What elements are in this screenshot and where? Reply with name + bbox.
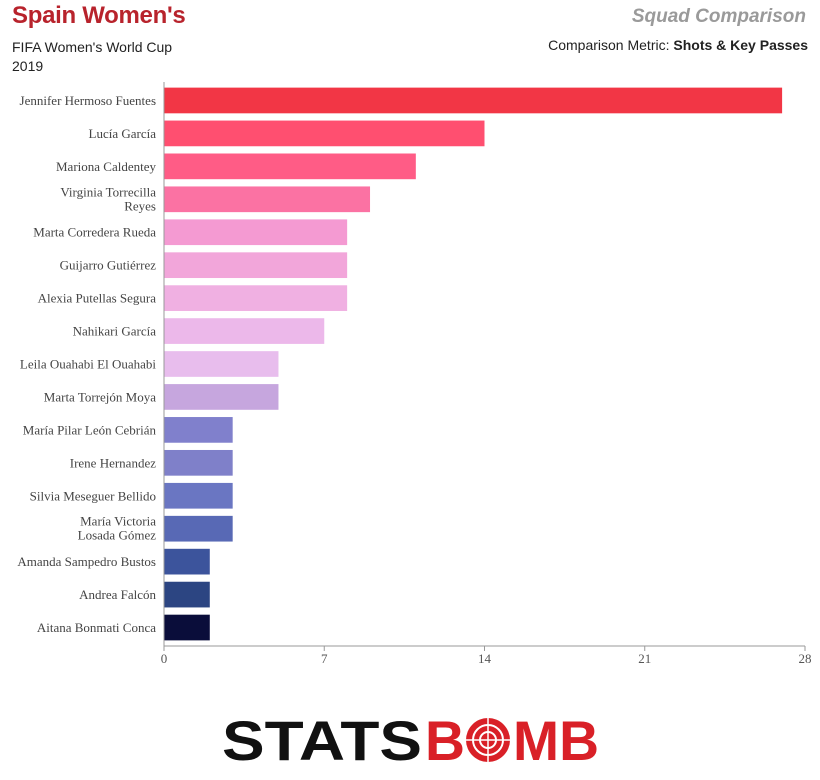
category-label: Irene Hernandez xyxy=(70,455,156,470)
bar xyxy=(164,87,783,114)
category-label: Marta Torrejón Moya xyxy=(44,389,156,404)
bar xyxy=(164,252,348,279)
category-label: Guijarro Gutiérrez xyxy=(60,258,157,273)
bar xyxy=(164,515,233,542)
bar xyxy=(164,153,416,180)
category-label: Alexia Putellas Segura xyxy=(38,291,157,306)
bar xyxy=(164,120,485,147)
logo-b-text: B xyxy=(425,709,465,768)
category-label: María Pilar León Cebrián xyxy=(23,422,157,437)
bar xyxy=(164,614,210,641)
bar xyxy=(164,548,210,575)
x-tick-label: 0 xyxy=(161,651,168,666)
category-label: Virginia Torrecilla Reyes xyxy=(60,184,156,213)
bar xyxy=(164,581,210,608)
x-tick-label: 7 xyxy=(321,651,328,666)
bar xyxy=(164,285,348,311)
bar xyxy=(164,186,371,213)
bar xyxy=(164,384,279,410)
bar xyxy=(164,417,233,443)
statsbomb-logo: STATS B MB xyxy=(222,709,599,768)
metric-value: Shots & Key Passes xyxy=(673,37,808,53)
logo-target-icon xyxy=(466,718,510,762)
category-label: María Victoria Losada Gómez xyxy=(78,514,157,543)
page-title: Spain Women's xyxy=(12,2,186,29)
category-label: Silvia Meseguer Bellido xyxy=(30,488,156,503)
logo-stats-text: STATS xyxy=(222,709,422,768)
category-label: Nahikari García xyxy=(73,324,157,339)
category-label: Marta Corredera Rueda xyxy=(33,225,156,240)
bar-chart: Jennifer Hermoso Fuentes Lucía García Mari… xyxy=(17,82,812,666)
category-label: Aitana Bonmati Conca xyxy=(37,620,156,635)
bar xyxy=(164,318,325,344)
bar xyxy=(164,219,348,246)
x-tick-label: 28 xyxy=(799,651,812,666)
x-tick-label: 21 xyxy=(638,651,651,666)
subtitle: FIFA Women's World Cup 2019 xyxy=(12,38,212,76)
category-label: Jennifer Hermoso Fuentes xyxy=(20,93,156,108)
category-label: Leila Ouahabi El Ouahabi xyxy=(20,357,156,372)
metric-label: Comparison Metric: xyxy=(548,37,674,53)
logo-mb-text: MB xyxy=(513,709,599,768)
competition-name: FIFA Women's World Cup xyxy=(12,39,173,55)
bar xyxy=(164,449,233,476)
season-label: 2019 xyxy=(12,58,44,74)
bar xyxy=(164,351,279,377)
x-tick-label: 14 xyxy=(478,651,492,666)
category-label: Andrea Falcón xyxy=(79,587,156,602)
comparison-metric: Comparison Metric: Shots & Key Passes xyxy=(548,37,808,53)
category-label: Amanda Sampedro Bustos xyxy=(17,554,156,569)
category-label: Mariona Caldentey xyxy=(56,159,156,174)
comparison-title: Squad Comparison xyxy=(631,6,806,27)
category-label: Lucía García xyxy=(89,126,157,141)
bar xyxy=(164,482,233,509)
